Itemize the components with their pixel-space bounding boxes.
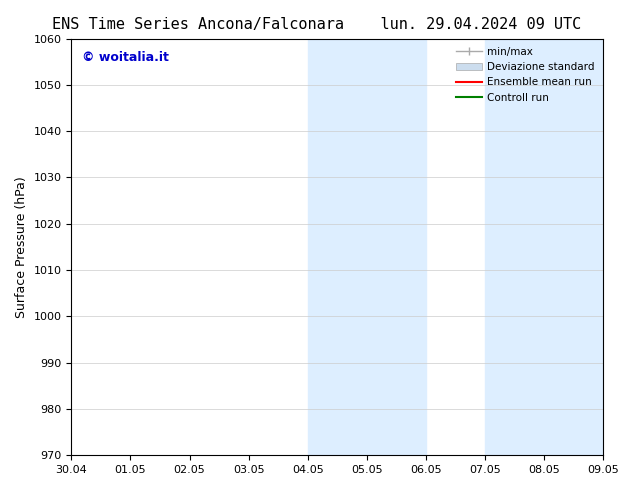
Bar: [544, 39, 603, 455]
Text: © woitalia.it: © woitalia.it: [82, 51, 169, 64]
Legend: min/max, Deviazione standard, Ensemble mean run, Controll run: min/max, Deviazione standard, Ensemble m…: [453, 44, 598, 106]
Bar: [485, 39, 544, 455]
Y-axis label: Surface Pressure (hPa): Surface Pressure (hPa): [15, 176, 28, 318]
Bar: [307, 39, 367, 455]
Bar: [367, 39, 426, 455]
Text: ENS Time Series Ancona/Falconara    lun. 29.04.2024 09 UTC: ENS Time Series Ancona/Falconara lun. 29…: [53, 17, 581, 32]
